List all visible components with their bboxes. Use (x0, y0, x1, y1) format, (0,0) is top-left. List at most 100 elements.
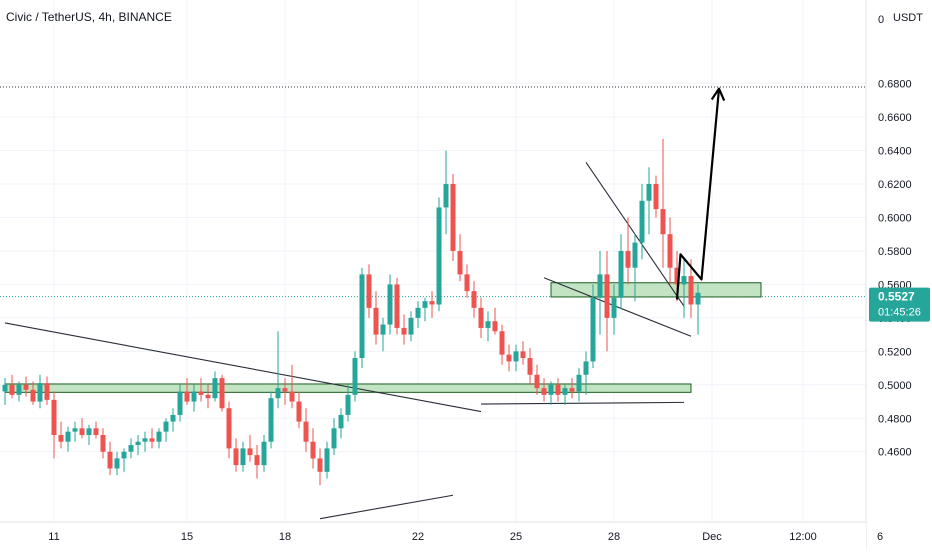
candle-body (527, 358, 533, 375)
candle-body (541, 388, 547, 395)
candle (408, 311, 414, 342)
time-tick-label: 12:00 (789, 531, 817, 543)
candle-body (65, 431, 71, 442)
candle (639, 184, 645, 260)
candle-body (681, 276, 687, 285)
price-badge-countdown: 01:45:26 (878, 307, 921, 319)
candle-body (289, 391, 295, 402)
candle-body (464, 274, 470, 292)
candle (72, 421, 78, 442)
candle-body (639, 200, 645, 243)
candle (261, 435, 267, 472)
candle (345, 384, 351, 422)
candle-body (359, 274, 365, 359)
candle (184, 378, 190, 405)
candle (695, 284, 701, 335)
candle-body (625, 250, 631, 268)
candle (247, 435, 253, 462)
candle-body (604, 274, 610, 318)
candle-body (37, 383, 43, 402)
candle (219, 374, 225, 412)
candle (275, 331, 281, 409)
candle (177, 384, 183, 422)
candle-body (261, 441, 267, 466)
candle (135, 435, 141, 456)
time-tick-label: 18 (279, 531, 291, 543)
trendline (319, 494, 454, 520)
candle (114, 451, 120, 476)
candle (464, 264, 470, 298)
candle-body (163, 421, 169, 432)
price-badge-value: 0.5527 (878, 290, 915, 304)
candle (548, 381, 554, 405)
candle-body (100, 435, 106, 452)
candle (198, 378, 204, 402)
candle-body (562, 388, 568, 395)
candle (667, 217, 673, 285)
candle-body (282, 388, 288, 392)
candle-body (478, 307, 484, 328)
candle-body (499, 331, 505, 355)
trendline (543, 277, 692, 337)
candle (324, 441, 330, 479)
candle (303, 408, 309, 452)
candle (513, 344, 519, 372)
candle-body (310, 441, 316, 459)
candle (79, 418, 85, 439)
chart-title: Civic / TetherUS, 4h, BINANCE (6, 10, 172, 24)
candle-body (583, 361, 589, 375)
candle (100, 428, 106, 459)
candle-body (422, 301, 428, 308)
grid-layer (0, 0, 881, 522)
candle-body (331, 428, 337, 449)
candle (450, 174, 456, 261)
candle (65, 426, 71, 452)
candle (429, 291, 435, 318)
candle (191, 384, 197, 412)
candle (296, 391, 302, 429)
candle (282, 378, 288, 405)
candle (240, 441, 246, 472)
candle-body (2, 384, 8, 392)
candle (226, 401, 232, 459)
candle-body (72, 428, 78, 432)
candle (373, 291, 379, 345)
candle-body (345, 394, 351, 415)
candle-body (240, 448, 246, 466)
candle-body (198, 391, 204, 395)
candle (681, 259, 687, 318)
candle-body (520, 351, 526, 359)
candle (310, 428, 316, 469)
candle-body (394, 284, 400, 328)
candle (394, 277, 400, 335)
candle-body (16, 384, 22, 395)
candle-body (86, 428, 92, 435)
candle (86, 424, 92, 446)
candle-body (170, 414, 176, 422)
candle-body (128, 445, 134, 452)
candle-body (9, 384, 15, 395)
candle (632, 234, 638, 302)
candle (520, 341, 526, 365)
candle (485, 311, 491, 342)
candle-body (387, 284, 393, 325)
candle-body (184, 391, 190, 402)
candle-body (555, 384, 561, 395)
candle-body (443, 184, 449, 208)
candle (457, 234, 463, 282)
candle (37, 374, 43, 409)
price-tick-label: 0.6000 (878, 213, 912, 225)
candle (142, 431, 148, 452)
candles-layer (2, 138, 701, 486)
price-tick-label: 0.6200 (878, 179, 912, 191)
candle (422, 297, 428, 322)
candle (268, 391, 274, 449)
candle (653, 175, 659, 218)
price-tick-label: 0.4800 (878, 413, 912, 425)
projection-layer (675, 87, 726, 300)
trendline (480, 401, 685, 405)
candle-body (646, 184, 652, 201)
candle-body (674, 267, 680, 285)
